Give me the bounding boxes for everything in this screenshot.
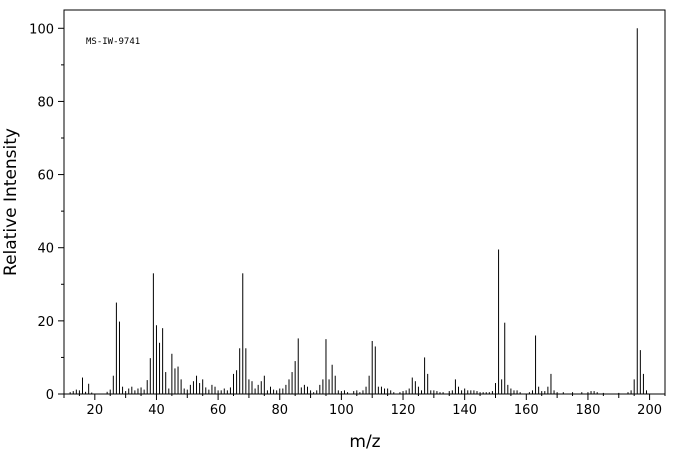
x-tick-label: 20 <box>87 403 104 418</box>
plot-frame <box>63 9 666 395</box>
x-tick-label: 40 <box>148 403 165 418</box>
x-tick-label: 100 <box>329 403 354 418</box>
x-tick-label: 80 <box>271 403 288 418</box>
x-axis: 20 40 60 80 100 120 140 160 180 200 <box>63 394 666 418</box>
y-tick-label: 100 <box>29 22 54 37</box>
y-axis: 0 20 40 60 80 100 <box>29 22 64 403</box>
x-axis-title: m/z <box>349 432 380 452</box>
y-tick-label: 20 <box>37 315 54 330</box>
x-tick-label: 60 <box>210 403 227 418</box>
x-tick-label: 200 <box>637 403 662 418</box>
y-tick-label: 0 <box>46 388 54 403</box>
x-tick-label: 140 <box>452 403 477 418</box>
y-tick-label: 80 <box>37 95 54 110</box>
x-tick-label: 160 <box>514 403 539 418</box>
y-axis-title: Relative Intensity <box>1 128 21 276</box>
y-tick-label: 40 <box>37 242 54 257</box>
peak-group <box>69 28 648 394</box>
x-tick-label: 120 <box>391 403 416 418</box>
x-tick-label: 180 <box>576 403 601 418</box>
spectrum-id-annotation: MS-IW-9741 <box>86 37 140 47</box>
y-tick-label: 60 <box>37 169 54 184</box>
